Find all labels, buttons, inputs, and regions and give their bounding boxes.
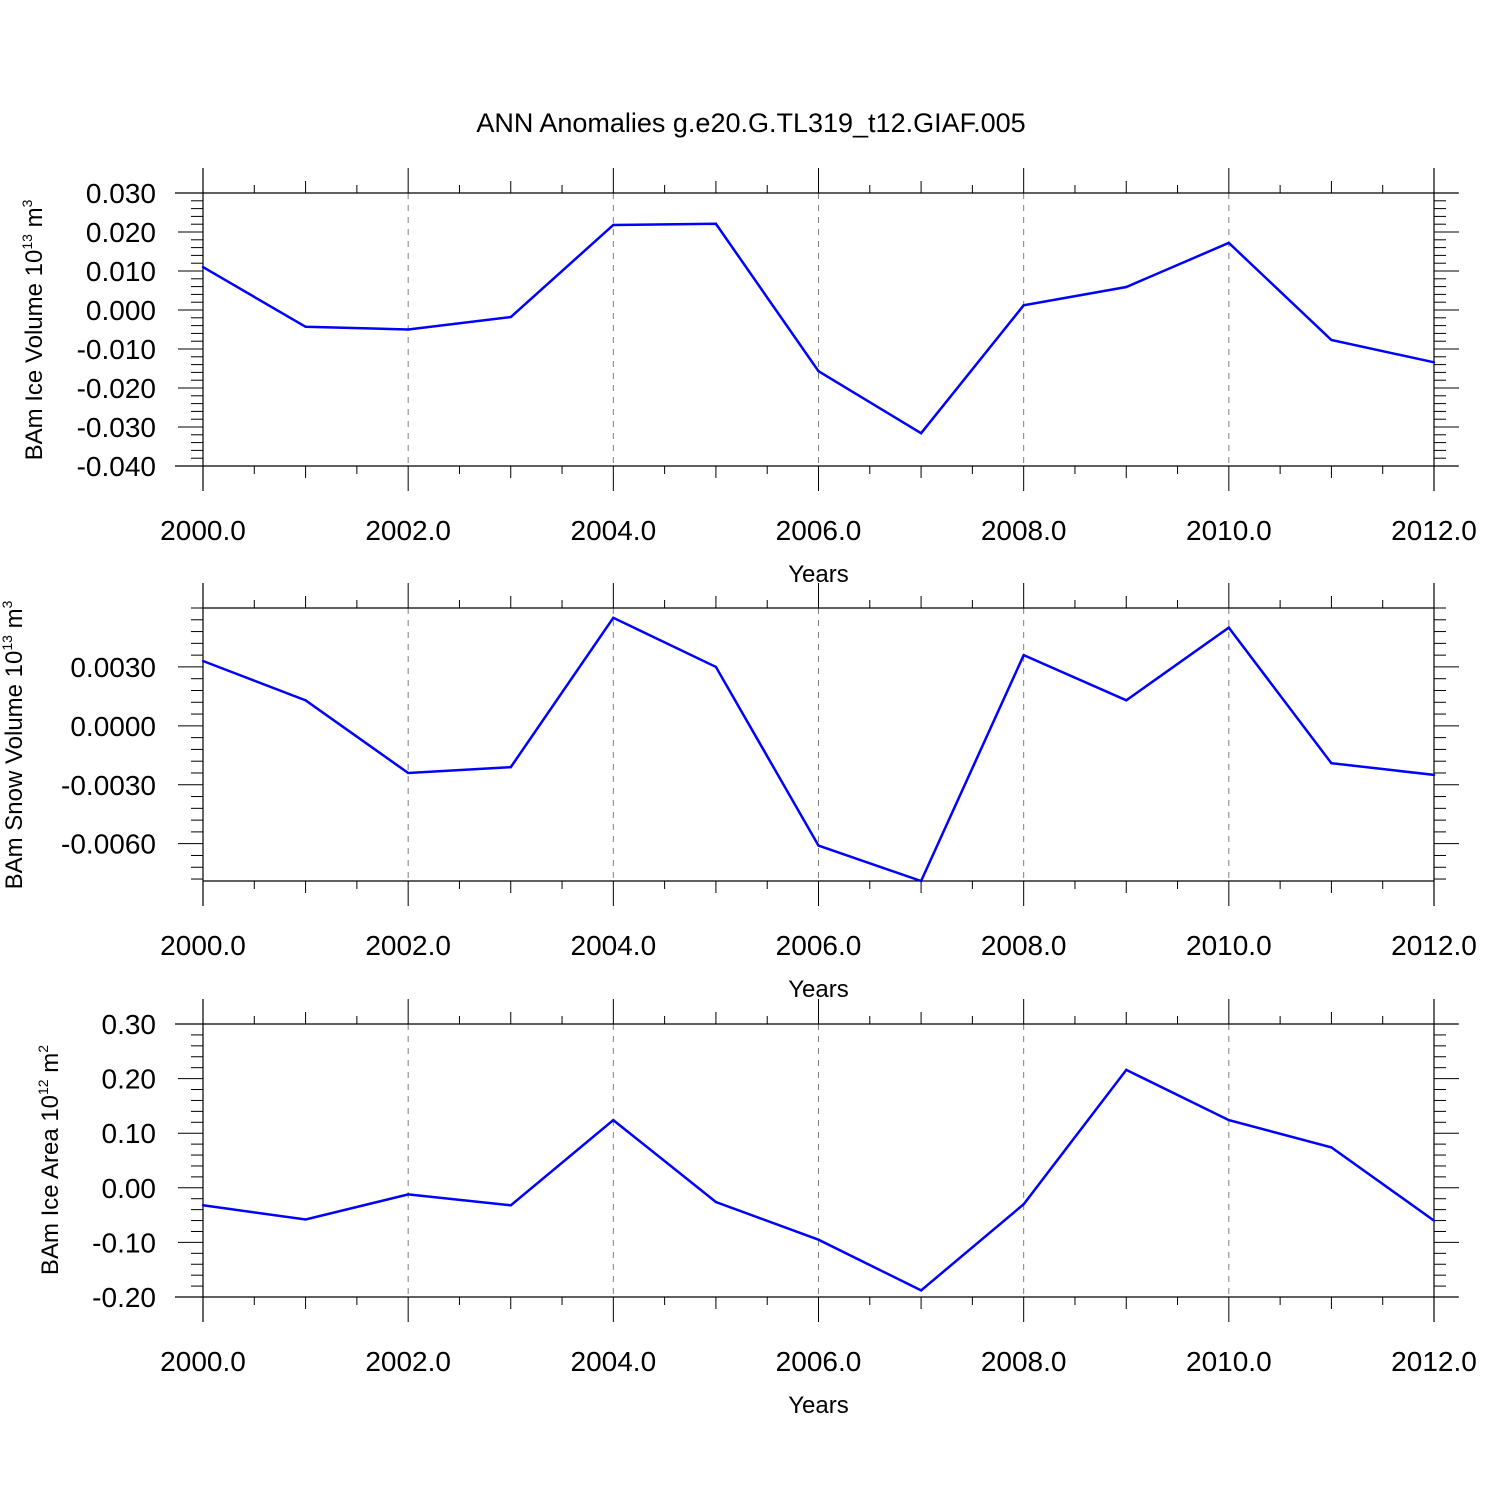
data-point [304, 699, 307, 702]
x-tick-label: 2006.0 [776, 1346, 862, 1377]
x-axis-title: Years [788, 1392, 849, 1419]
x-tick-label: 2008.0 [981, 1346, 1067, 1377]
y-tick-label: 0.00 [102, 1173, 157, 1204]
y-tick-label: -0.010 [77, 334, 156, 365]
data-point [304, 1218, 307, 1221]
data-point [1330, 338, 1333, 342]
x-tick-label: 2002.0 [365, 1346, 451, 1377]
data-point [1125, 699, 1128, 702]
y-tick-label: 0.30 [102, 1009, 157, 1040]
data-point [1432, 361, 1436, 364]
y-tick-label: 0.0000 [70, 711, 156, 742]
data-point [1227, 1118, 1231, 1122]
data-point [714, 222, 718, 226]
data-point [1432, 773, 1436, 777]
chart-panel-3: 2000.0 2002.0 2004.0 2006.0 2008.0 2010.0 2012… [35, 999, 1477, 1419]
data-point [1227, 626, 1231, 629]
y-tick-label: 0.020 [86, 217, 156, 248]
x-tick-label: 2012.0 [1391, 1346, 1477, 1377]
data-point [406, 1193, 410, 1196]
y-tick-label: -0.030 [77, 412, 156, 443]
y-tick-label: -0.20 [92, 1282, 156, 1313]
data-point [714, 665, 718, 669]
data-point [817, 370, 820, 373]
y-axis-title: BAm Ice Volume 1013 m3 [19, 199, 48, 460]
data-point [1432, 1219, 1436, 1222]
data-point [1227, 241, 1231, 245]
data-point [1125, 1068, 1128, 1072]
data-point [509, 765, 512, 769]
x-tick-label: 2000.0 [160, 930, 246, 961]
data-point [919, 1289, 923, 1292]
y-tick-label: -0.10 [92, 1227, 156, 1258]
y-tick-label: -0.020 [77, 373, 156, 404]
data-point [1330, 1146, 1333, 1149]
y-tick-label: -0.0060 [61, 829, 156, 860]
x-tick-label: 2004.0 [571, 515, 657, 546]
data-point [919, 432, 923, 435]
data-point [509, 315, 512, 319]
data-point [1022, 304, 1025, 307]
data-point [201, 659, 205, 663]
y-tick-label: 0.20 [102, 1064, 157, 1095]
data-point [1125, 285, 1128, 289]
data-point [1022, 653, 1025, 657]
data-point [714, 1200, 718, 1204]
y-tick-label: 0.030 [86, 178, 156, 209]
y-tick-label: 0.000 [86, 295, 156, 326]
y-axis-title: BAm Snow Volume 1013 m3 [0, 600, 28, 889]
x-tick-label: 2000.0 [160, 1346, 246, 1377]
y-tick-label: 0.010 [86, 256, 156, 287]
x-tick-label: 2008.0 [981, 515, 1067, 546]
x-tick-label: 2010.0 [1186, 1346, 1272, 1377]
y-axis-title: BAm Ice Area 1012 m2 [35, 1045, 64, 1275]
x-tick-label: 2006.0 [776, 515, 862, 546]
y-tick-label: -0.0030 [61, 770, 156, 801]
x-tick-label: 2012.0 [1391, 930, 1477, 961]
data-point [406, 328, 410, 331]
data-point [612, 223, 615, 227]
y-tick-label: 0.10 [102, 1118, 157, 1149]
y-tick-label: -0.040 [77, 451, 156, 482]
data-point [1330, 761, 1333, 765]
data-point [817, 844, 820, 847]
data-point [201, 265, 205, 269]
data-point [509, 1204, 512, 1207]
x-tick-label: 2004.0 [571, 1346, 657, 1377]
x-tick-label: 2010.0 [1186, 930, 1272, 961]
data-point [201, 1204, 205, 1207]
data-point [406, 771, 410, 775]
chart-panel-1: 2000.0 2002.0 2004.0 2006.0 2008.0 2010.0 2012… [19, 168, 1477, 588]
data-point [919, 879, 923, 883]
x-tick-label: 2012.0 [1391, 515, 1477, 546]
x-tick-label: 2010.0 [1186, 515, 1272, 546]
x-tick-label: 2006.0 [776, 930, 862, 961]
data-point [612, 616, 615, 620]
x-tick-label: 2002.0 [365, 930, 451, 961]
x-tick-label: 2000.0 [160, 515, 246, 546]
main-title: ANN Anomalies g.e20.G.TL319_t12.GIAF.005 [476, 108, 1025, 138]
chart-panel-2: 2000.0 2002.0 2004.0 2006.0 2008.0 2010.0 2012… [0, 583, 1477, 1003]
y-tick-label: 0.0030 [70, 652, 156, 683]
x-tick-label: 2002.0 [365, 515, 451, 546]
x-axis-title: Years [788, 976, 849, 1003]
x-tick-label: 2004.0 [571, 930, 657, 961]
data-point [817, 1238, 820, 1241]
data-point [612, 1118, 615, 1122]
x-tick-label: 2008.0 [981, 930, 1067, 961]
data-point [304, 325, 307, 328]
data-point [1022, 1202, 1025, 1206]
